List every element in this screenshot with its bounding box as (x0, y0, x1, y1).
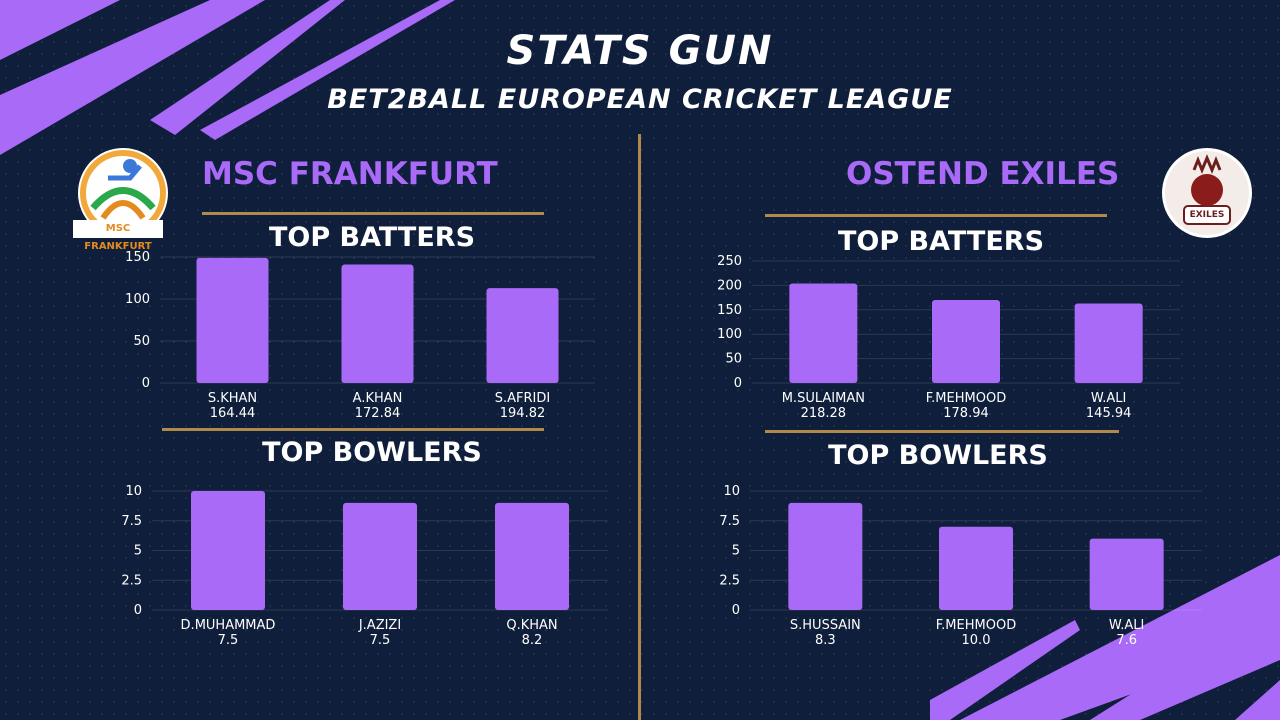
y-tick-label: 0 (732, 603, 740, 618)
value-label: 8.3 (815, 633, 836, 648)
category-label: J.AZIZI (358, 618, 401, 633)
ostend-exiles-emblem-icon (1165, 151, 1249, 235)
y-tick-label: 7.5 (719, 514, 740, 529)
value-label: 8.2 (522, 633, 543, 648)
page-title: STATS GUN (506, 28, 774, 74)
bar-d-muhammad (191, 491, 265, 610)
category-label: M.SULAIMAN (782, 391, 865, 406)
y-tick-label: 2.5 (719, 573, 740, 588)
y-tick-label: 150 (125, 250, 150, 265)
y-tick-label: 250 (717, 254, 742, 269)
bar-f-mehmood (932, 300, 1000, 383)
y-tick-label: 5 (134, 544, 142, 559)
y-tick-label: 10 (723, 484, 740, 499)
bar-f-mehmood (939, 526, 1013, 610)
center-divider (638, 134, 641, 720)
value-label: 7.5 (218, 633, 239, 648)
msc-frankfurt-logo-text: MSC FRANKFURT (73, 220, 163, 252)
y-tick-label: 7.5 (121, 514, 142, 529)
section-title-top-bowlers-right: TOP BOWLERS (828, 440, 1048, 471)
category-label: W.ALI (1091, 391, 1126, 406)
page-subtitle: BET2BALL EUROPEAN CRICKET LEAGUE (327, 84, 953, 115)
bar-w-ali (1089, 538, 1164, 610)
category-label: W.ALI (1109, 618, 1144, 633)
y-tick-label: 0 (134, 603, 142, 618)
category-label: S.AFRIDI (495, 391, 550, 406)
value-label: 145.94 (1086, 406, 1132, 421)
gold-underline (162, 428, 544, 431)
category-label: A.KHAN (353, 391, 403, 406)
team-name-msc-frankfurt: MSC FRANKFURT (202, 156, 498, 192)
y-tick-label: 100 (717, 327, 742, 342)
ostend-exiles-logo: EXILES (1162, 148, 1252, 238)
gold-underline (765, 214, 1107, 217)
team-name-ostend-exiles: OSTEND EXILES (846, 156, 1120, 192)
bar-q-khan (495, 502, 569, 610)
bar-s-khan (196, 257, 269, 383)
value-label: 7.5 (370, 633, 391, 648)
value-label: 194.82 (500, 406, 546, 421)
category-label: F.MEHMOOD (926, 391, 1006, 406)
y-tick-label: 200 (717, 278, 742, 293)
bar-s-afridi (486, 288, 559, 383)
category-label: Q.KHAN (506, 618, 557, 633)
bar-a-khan (341, 264, 414, 383)
category-label: S.HUSSAIN (790, 618, 861, 633)
value-label: 172.84 (355, 406, 401, 421)
gold-underline (765, 430, 1119, 433)
section-title-top-batters-left: TOP BATTERS (268, 222, 476, 253)
value-label: 10.0 (962, 633, 991, 648)
y-tick-label: 5 (732, 544, 740, 559)
y-tick-label: 0 (734, 376, 742, 391)
value-label: 164.44 (210, 406, 256, 421)
y-tick-label: 2.5 (121, 573, 142, 588)
category-label: S.KHAN (208, 391, 257, 406)
chart-top-bowlers-msc: 02.557.510D.MUHAMMAD7.5J.AZIZI7.5Q.KHAN8… (121, 484, 608, 648)
category-label: F.MEHMOOD (936, 618, 1016, 633)
section-title-top-bowlers-left: TOP BOWLERS (262, 437, 482, 468)
value-label: 7.6 (1116, 633, 1137, 648)
y-tick-label: 0 (142, 376, 150, 391)
bar-w-ali (1074, 303, 1143, 383)
bar-s-hussain (788, 502, 863, 610)
y-tick-label: 50 (725, 352, 742, 367)
value-label: 218.28 (801, 406, 847, 421)
y-tick-label: 100 (125, 292, 150, 307)
bar-j-azizi (343, 502, 417, 610)
section-title-top-batters-right: TOP BATTERS (837, 226, 1045, 257)
category-label: D.MUHAMMAD (181, 618, 276, 633)
value-label: 178.94 (943, 406, 989, 421)
bar-m-sulaiman (789, 283, 858, 383)
y-tick-label: 150 (717, 303, 742, 318)
gold-underline (202, 212, 544, 215)
y-tick-label: 10 (125, 484, 142, 499)
ostend-exiles-logo-text: EXILES (1189, 210, 1225, 220)
y-tick-label: 50 (133, 334, 150, 349)
